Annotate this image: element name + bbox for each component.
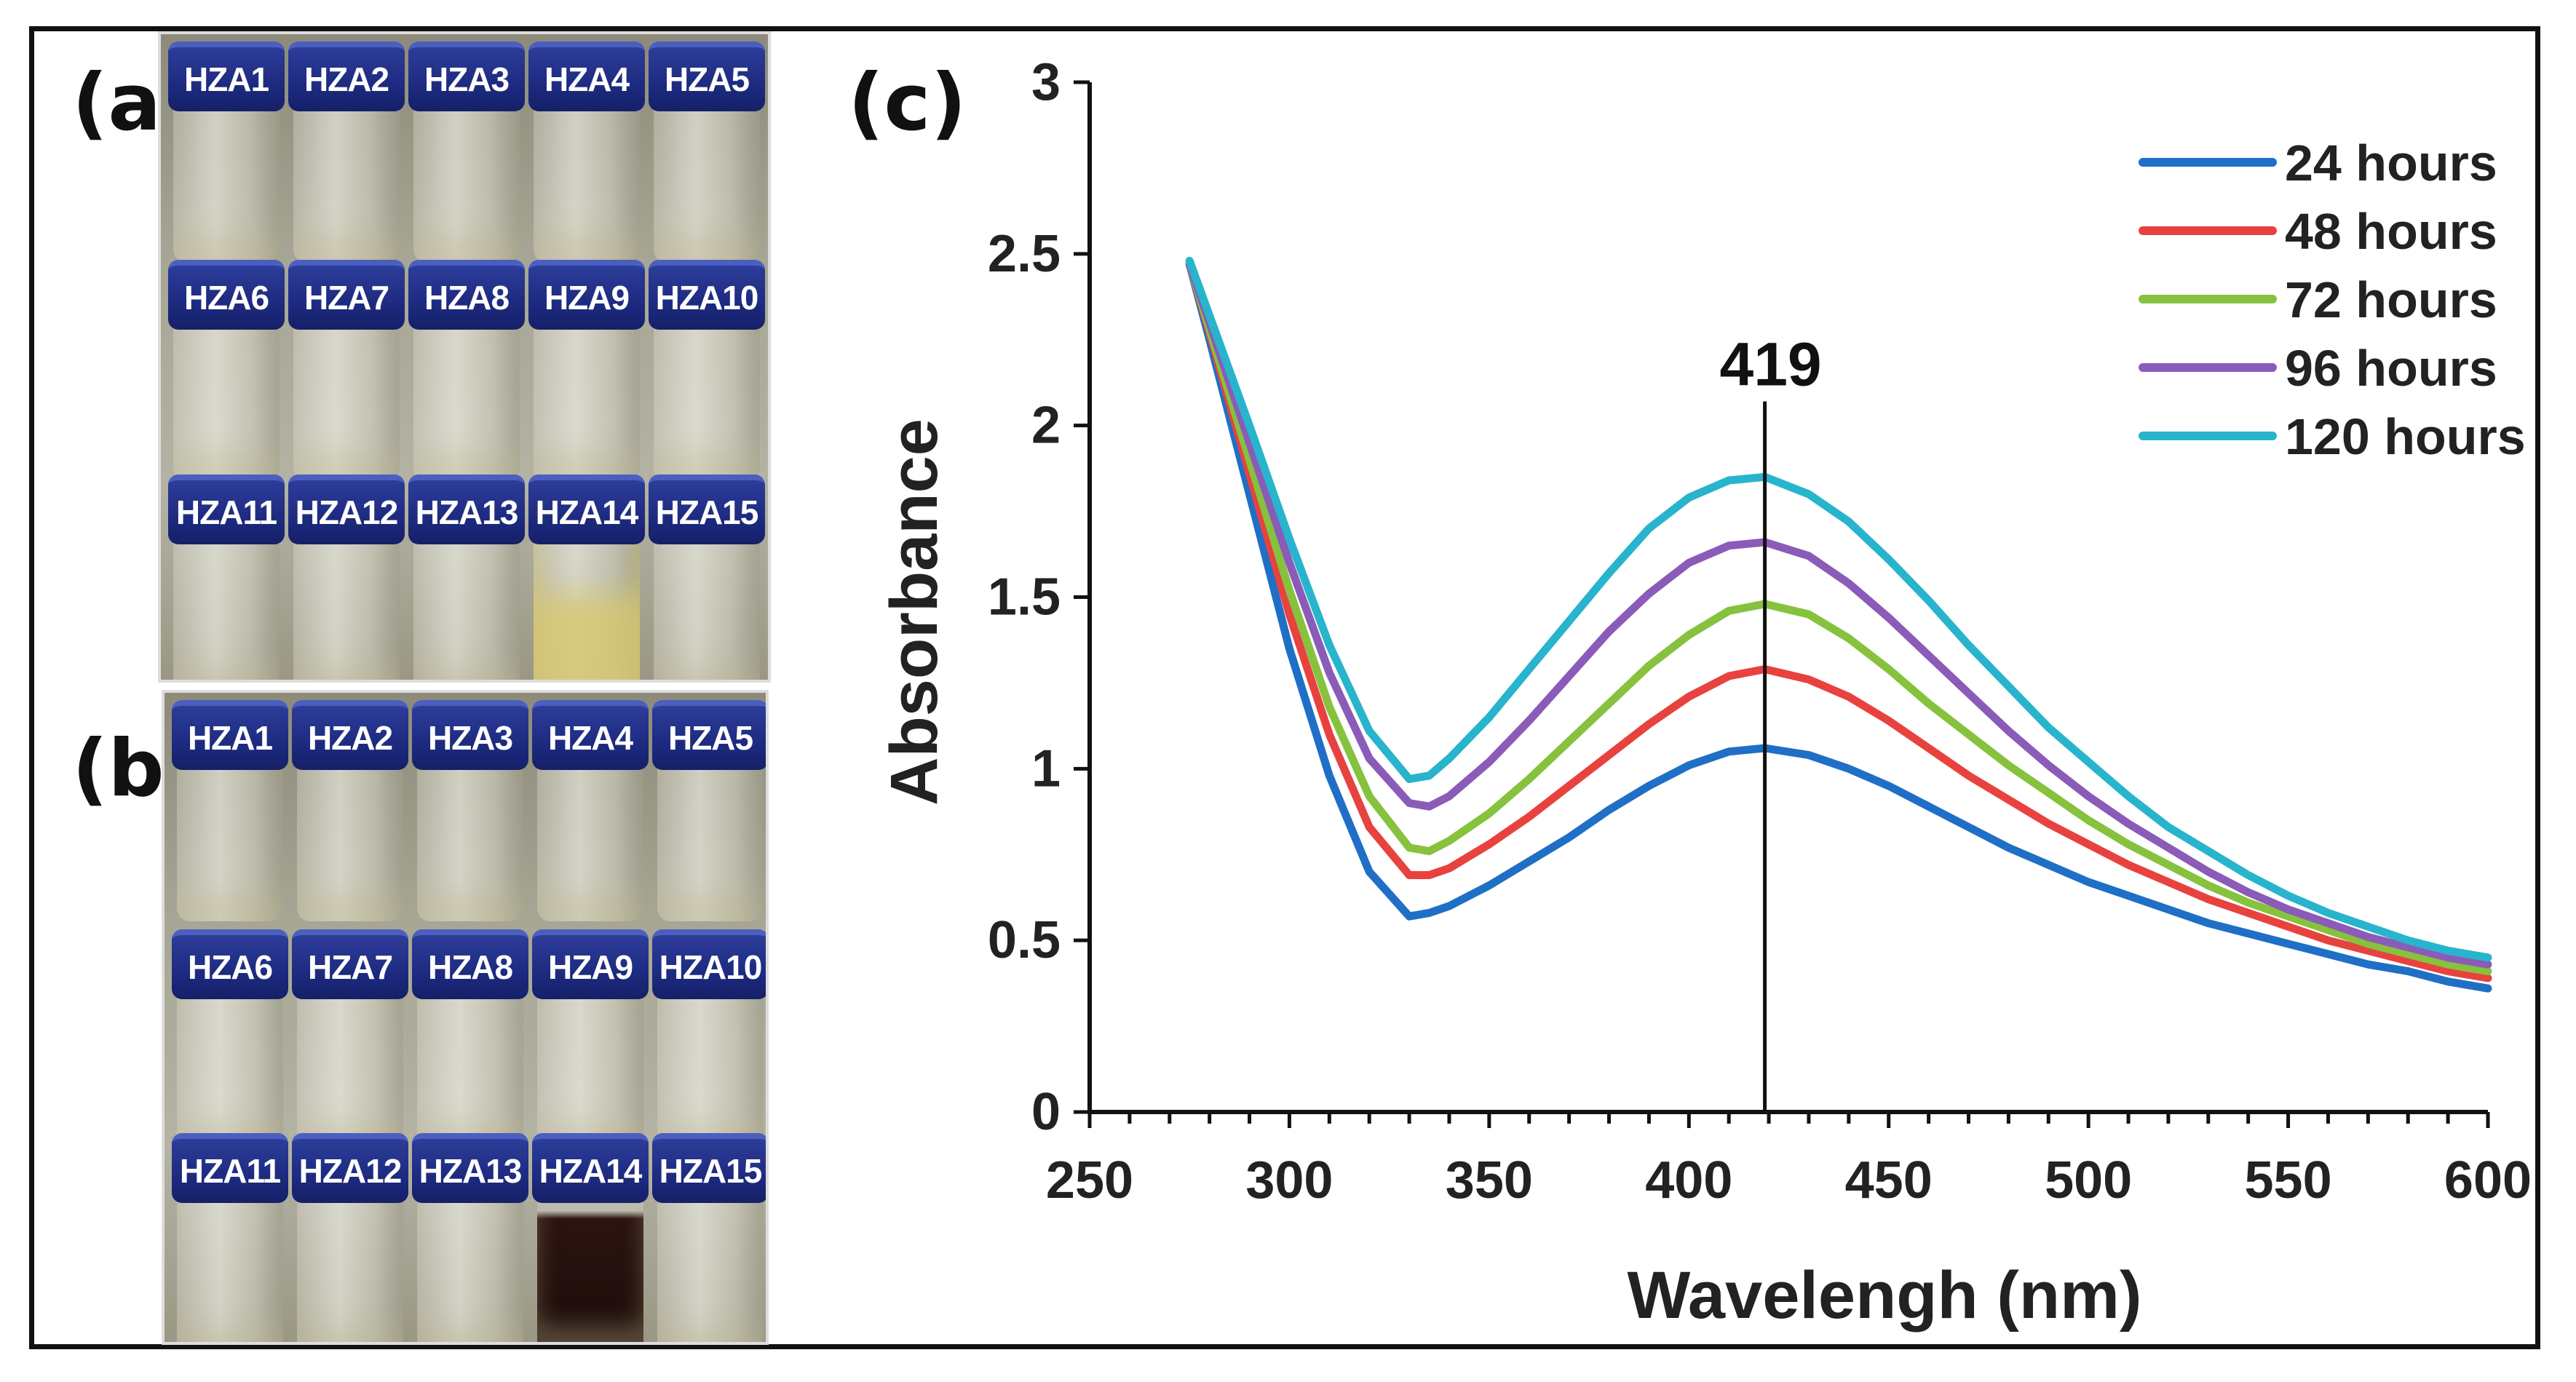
bottle-cap-label: HZA10 [649,260,765,330]
series-line-24-hours [1185,260,2492,993]
x-tick-label: 450 [1845,1151,1933,1210]
y-axis-label: Absorbance [877,418,951,806]
bottle-cap-label: HZA15 [652,1133,766,1203]
bottle-cap-label: HZA11 [172,1133,288,1203]
x-tick-label: 600 [2444,1151,2532,1210]
bottle-cap-label: HZA15 [649,474,765,544]
bottle-cap-label: HZA4 [528,41,645,111]
bottle-cap-label: HZA3 [408,41,525,111]
legend-label: 72 hours [2285,271,2497,328]
bottle-cap-label: HZA9 [532,929,649,999]
bottle-cap-label: HZA10 [652,929,766,999]
series-line-96-hours [1185,260,2492,969]
y-tick-label: 1.5 [988,568,1061,627]
series-line-120-hours [1185,256,2492,962]
x-tick-label: 250 [1046,1151,1133,1210]
y-tick-label: 3 [1031,53,1061,111]
photo-panel-b: HZA1 HZA2 HZA3 HZA4 HZA5 HZA6 HZA7 HZA8 HZA9 HZA1… [162,690,769,1345]
bottle-cap-label: HZA7 [288,260,405,330]
bottle-cap-label: HZA13 [408,474,525,544]
bottle-cap-label: HZA8 [412,929,528,999]
bottle-cap-label: HZA5 [649,41,765,111]
bottle-cap-label: HZA5 [652,700,766,770]
panel-label-c: (c) [848,57,967,148]
bottle-cap-label: HZA6 [172,929,288,999]
photo-panel-a: HZA1 HZA2 HZA3 HZA4 HZA5 HZA6 HZA7 HZA8 HZA9 HZA1… [158,31,771,683]
y-tick-label: 1 [1031,739,1061,798]
series-line-72-hours [1185,260,2492,976]
chart-series-layer [1185,256,2492,993]
chart-axes: 250 300 350 400 450 500 550 600 0 0.5 1 1.5 2 2.5 3 [988,53,2532,1210]
bottle-cap-label: HZA7 [292,929,408,999]
x-axis-label: Wavelengh (nm) [1627,1258,2141,1333]
bottle-cap-label: HZA4 [532,700,649,770]
bottle-cap-label: HZA9 [528,260,645,330]
legend-label: 48 hours [2285,203,2497,260]
bottle-cap-label: HZA11 [168,474,285,544]
bottle-cap-label: HZA1 [172,700,288,770]
bottle-cap-label: HZA6 [168,260,285,330]
bottle-cap-label: HZA12 [288,474,405,544]
x-tick-label: 500 [2045,1151,2132,1210]
x-tick-label: 550 [2245,1151,2332,1210]
bottle-cap-label: HZA3 [412,700,528,770]
x-tick-label: 350 [1446,1151,1533,1210]
legend-label: 96 hours [2285,340,2497,397]
bottle-cap-label: HZA12 [292,1133,408,1203]
bottle-cap-label: HZA1 [168,41,285,111]
bottle-cap-label: HZA8 [408,260,525,330]
chart-annotation-layer: 419 [1719,330,1822,1112]
chart-legend: 24 hours 48 hours 72 hours 96 hours 120 hour… [2139,135,2526,465]
bottle-cap-label: HZA14 [532,1133,649,1203]
bottle-cap-label: HZA2 [288,41,405,111]
legend-label: 24 hours [2285,135,2497,191]
x-tick-label: 400 [1645,1151,1732,1210]
figure-frame: (a) HZA1 HZA2 HZA3 HZA4 HZA5 HZA6 HZA7 HZA8 HZA9… [29,26,2540,1349]
y-tick-label: 2.5 [988,225,1061,283]
bottle-cap-label: HZA13 [412,1133,528,1203]
series-line-48-hours [1185,260,2492,982]
peak-annotation-label: 419 [1719,330,1821,399]
x-tick-label: 300 [1245,1151,1333,1210]
y-tick-label: 2 [1031,397,1061,455]
bottle-cap-label: HZA2 [292,700,408,770]
y-tick-label: 0 [1031,1083,1061,1141]
bottle-cap-label: HZA14 [528,474,645,544]
legend-label: 120 hours [2285,408,2526,465]
y-tick-label: 0.5 [988,911,1061,969]
absorbance-chart: 250 300 350 400 450 500 550 600 0 0.5 1 1.5 2 2.5 3 41… [877,53,2532,1333]
